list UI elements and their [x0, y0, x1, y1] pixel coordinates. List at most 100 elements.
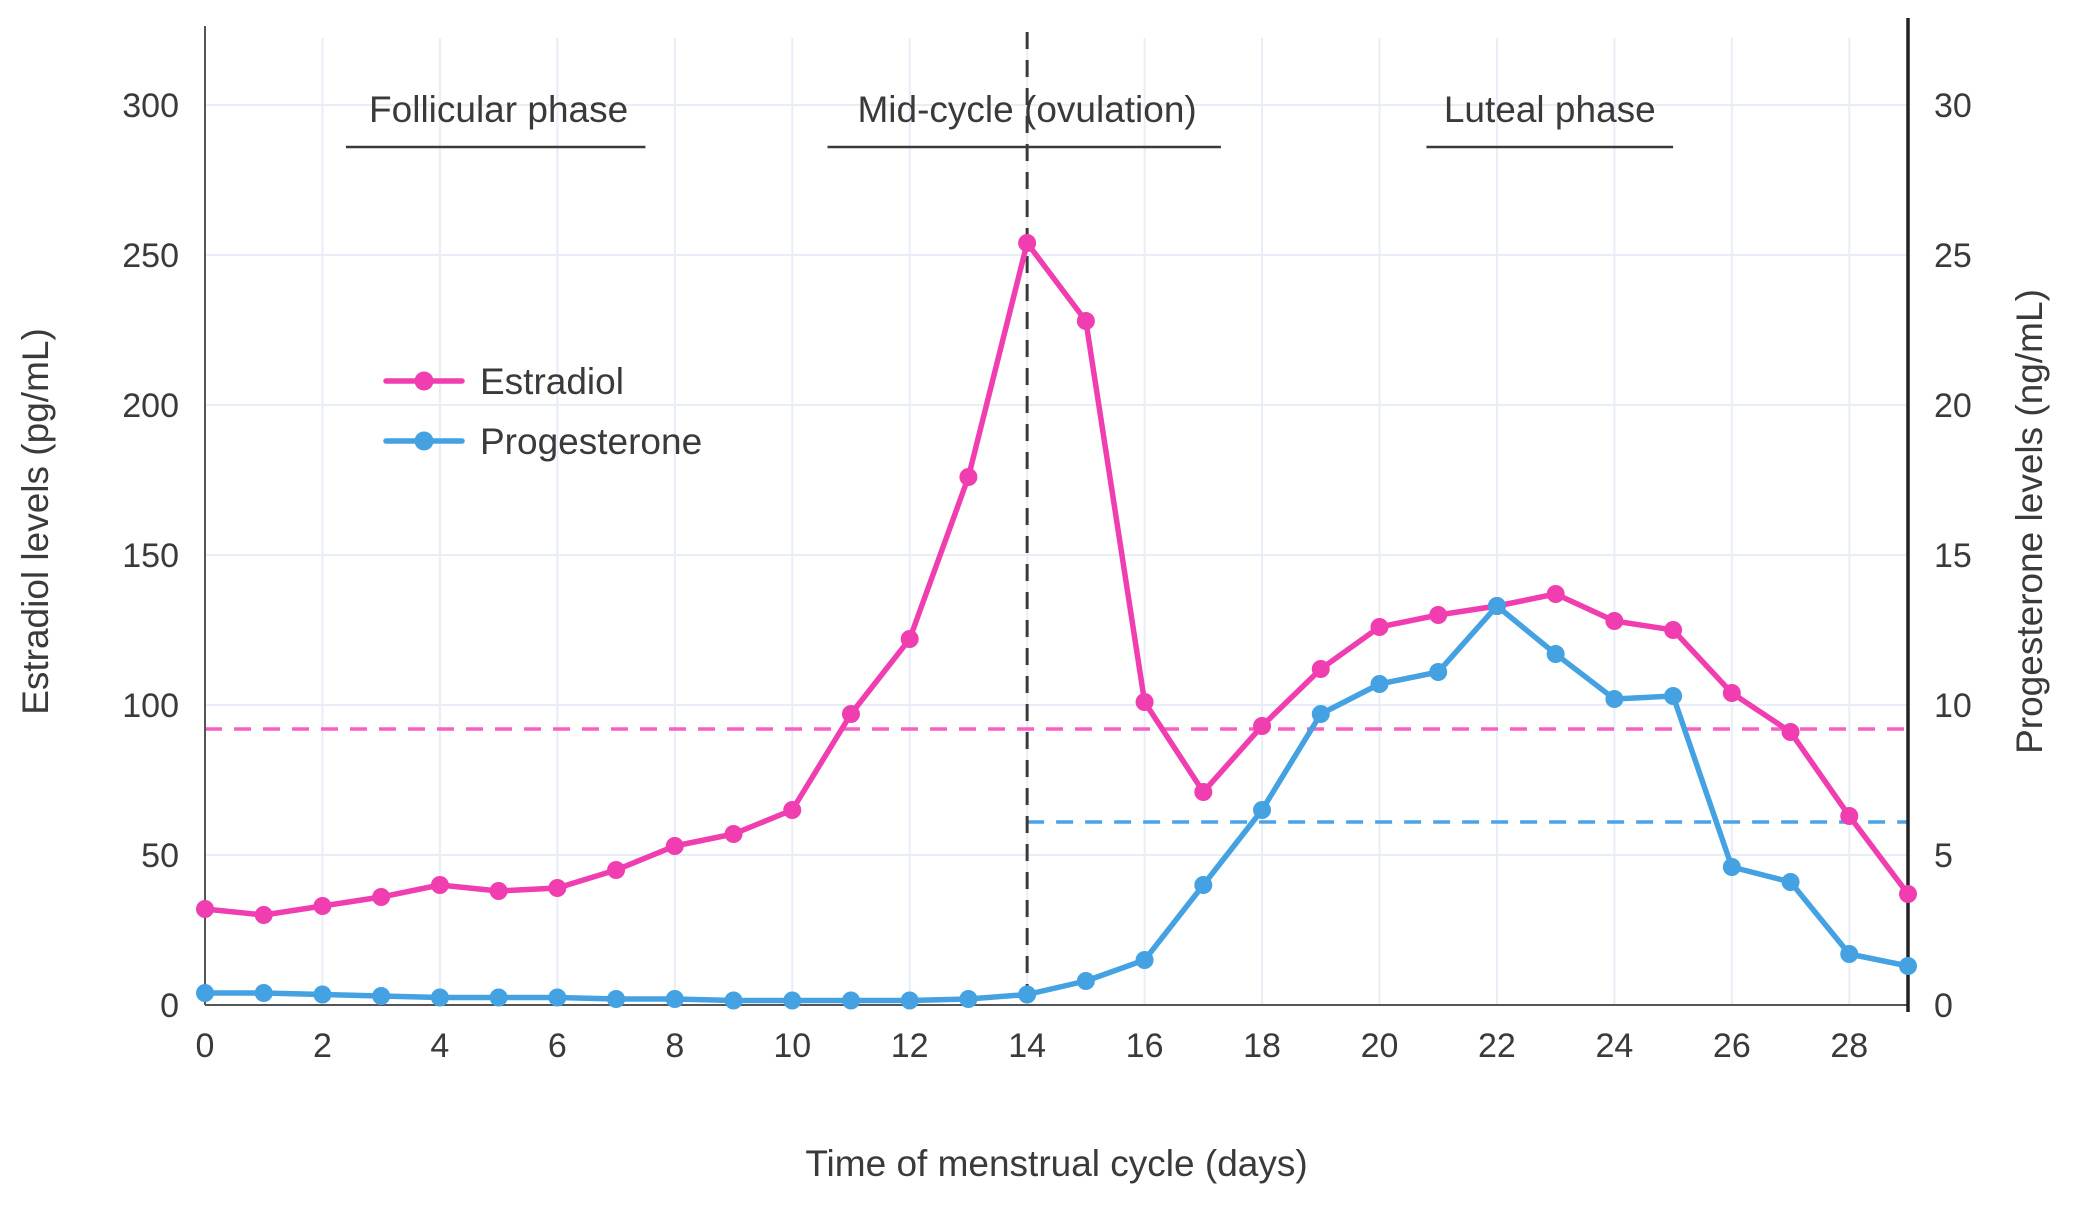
- series-line-progesterone: [202, 603, 1911, 1004]
- x-tick-label: 10: [773, 1027, 811, 1065]
- data-point-estradiol: [1018, 234, 1037, 252]
- data-point-progesterone: [1722, 858, 1741, 876]
- x-tick-label: 22: [1478, 1027, 1516, 1065]
- y-right-tick-label: 10: [1934, 687, 1972, 725]
- data-point-progesterone: [1370, 675, 1389, 693]
- x-tick-label: 6: [548, 1027, 567, 1065]
- data-point-progesterone: [1664, 687, 1683, 705]
- x-tick-label: 4: [430, 1027, 449, 1065]
- data-point-progesterone: [1546, 645, 1565, 663]
- data-point-estradiol: [430, 876, 449, 894]
- y-left-axis-title: Estradiol levels (pg/mL): [15, 328, 56, 715]
- data-point-estradiol: [1722, 684, 1741, 702]
- data-point-progesterone: [900, 991, 919, 1010]
- data-point-progesterone: [254, 984, 273, 1002]
- x-tick-label: 12: [891, 1027, 929, 1065]
- data-point-estradiol: [783, 801, 802, 819]
- data-point-progesterone: [959, 990, 978, 1008]
- data-point-estradiol: [196, 900, 214, 918]
- legend-marker-estradiol: [414, 371, 434, 391]
- data-point-estradiol: [724, 825, 743, 843]
- data-point-estradiol: [1311, 660, 1330, 678]
- data-point-estradiol: [1370, 618, 1389, 636]
- data-point-progesterone: [196, 984, 214, 1002]
- data-point-progesterone: [841, 991, 860, 1010]
- data-point-estradiol: [607, 861, 626, 879]
- legend-label-estradiol: Estradiol: [480, 361, 624, 402]
- data-point-estradiol: [1546, 585, 1565, 603]
- data-point-estradiol: [1605, 612, 1624, 630]
- y-left-tick-label: 0: [160, 987, 179, 1025]
- data-point-estradiol: [489, 882, 508, 900]
- phase-label-luteal-phase: Luteal phase: [1444, 89, 1656, 130]
- x-tick-label: 8: [665, 1027, 684, 1065]
- data-point-progesterone: [607, 990, 626, 1008]
- x-tick-label: 26: [1713, 1027, 1751, 1065]
- x-tick-label: 28: [1830, 1027, 1868, 1065]
- data-point-progesterone: [1781, 873, 1800, 891]
- y-left-tick-label: 300: [122, 87, 179, 125]
- phase-label-follicular-phase: Follicular phase: [369, 89, 628, 130]
- y-left-tick-label: 200: [122, 387, 179, 425]
- data-point-estradiol: [900, 630, 919, 648]
- data-point-estradiol: [1194, 783, 1213, 801]
- data-point-progesterone: [665, 990, 684, 1008]
- data-point-estradiol: [372, 888, 391, 906]
- data-point-progesterone: [1605, 690, 1624, 708]
- data-point-progesterone: [489, 988, 508, 1007]
- x-tick-label: 18: [1243, 1027, 1281, 1065]
- data-point-estradiol: [313, 897, 332, 915]
- data-point-estradiol: [665, 837, 684, 855]
- data-point-progesterone: [724, 991, 743, 1010]
- legend-label-progesterone: Progesterone: [480, 421, 702, 462]
- data-point-progesterone: [1487, 597, 1506, 615]
- data-point-progesterone: [1135, 951, 1154, 969]
- data-point-progesterone: [1840, 945, 1859, 963]
- data-point-progesterone: [1076, 972, 1095, 990]
- data-point-estradiol: [1253, 717, 1272, 735]
- x-tick-label: 20: [1361, 1027, 1399, 1065]
- data-point-estradiol: [1135, 693, 1154, 711]
- y-right-tick-label: 20: [1934, 387, 1972, 425]
- data-point-progesterone: [372, 987, 391, 1005]
- data-point-progesterone: [430, 988, 449, 1007]
- data-point-estradiol: [1664, 621, 1683, 639]
- data-point-estradiol: [959, 468, 978, 486]
- y-right-tick-label: 0: [1934, 987, 1953, 1025]
- data-point-progesterone: [1194, 876, 1213, 894]
- y-left-tick-label: 100: [122, 687, 179, 725]
- y-right-tick-label: 5: [1934, 837, 1953, 875]
- data-point-progesterone: [1018, 985, 1037, 1004]
- data-point-progesterone: [548, 988, 567, 1007]
- phase-label-mid-cycle-ovulation: Mid-cycle (ovulation): [857, 89, 1196, 130]
- x-tick-label: 0: [196, 1027, 215, 1065]
- y-left-tick-label: 250: [122, 237, 179, 275]
- x-tick-label: 24: [1595, 1027, 1633, 1065]
- data-point-estradiol: [1429, 606, 1448, 624]
- data-point-estradiol: [1840, 807, 1859, 825]
- data-point-progesterone: [1311, 705, 1330, 723]
- data-point-estradiol: [548, 879, 567, 897]
- x-tick-label: 14: [1008, 1027, 1046, 1065]
- data-point-estradiol: [1076, 312, 1095, 330]
- data-point-estradiol: [254, 906, 273, 924]
- data-point-progesterone: [313, 985, 332, 1004]
- y-left-tick-label: 50: [141, 837, 179, 875]
- data-point-estradiol: [1899, 885, 1917, 903]
- y-right-tick-label: 30: [1934, 87, 1972, 125]
- data-point-progesterone: [783, 991, 802, 1010]
- data-point-estradiol: [841, 705, 860, 723]
- y-right-tick-label: 15: [1934, 537, 1972, 575]
- y-left-tick-label: 150: [122, 537, 179, 575]
- x-axis-title: Time of menstrual cycle (days): [805, 1143, 1307, 1184]
- legend-marker-progesterone: [414, 431, 434, 451]
- y-right-axis-title: Progesterone levels (ng/mL): [2009, 289, 2050, 754]
- data-point-progesterone: [1253, 801, 1272, 819]
- data-point-estradiol: [1781, 723, 1800, 741]
- data-point-progesterone: [1429, 663, 1448, 681]
- x-tick-label: 2: [313, 1027, 332, 1065]
- x-tick-label: 16: [1126, 1027, 1164, 1065]
- series-line-estradiol: [202, 240, 1911, 918]
